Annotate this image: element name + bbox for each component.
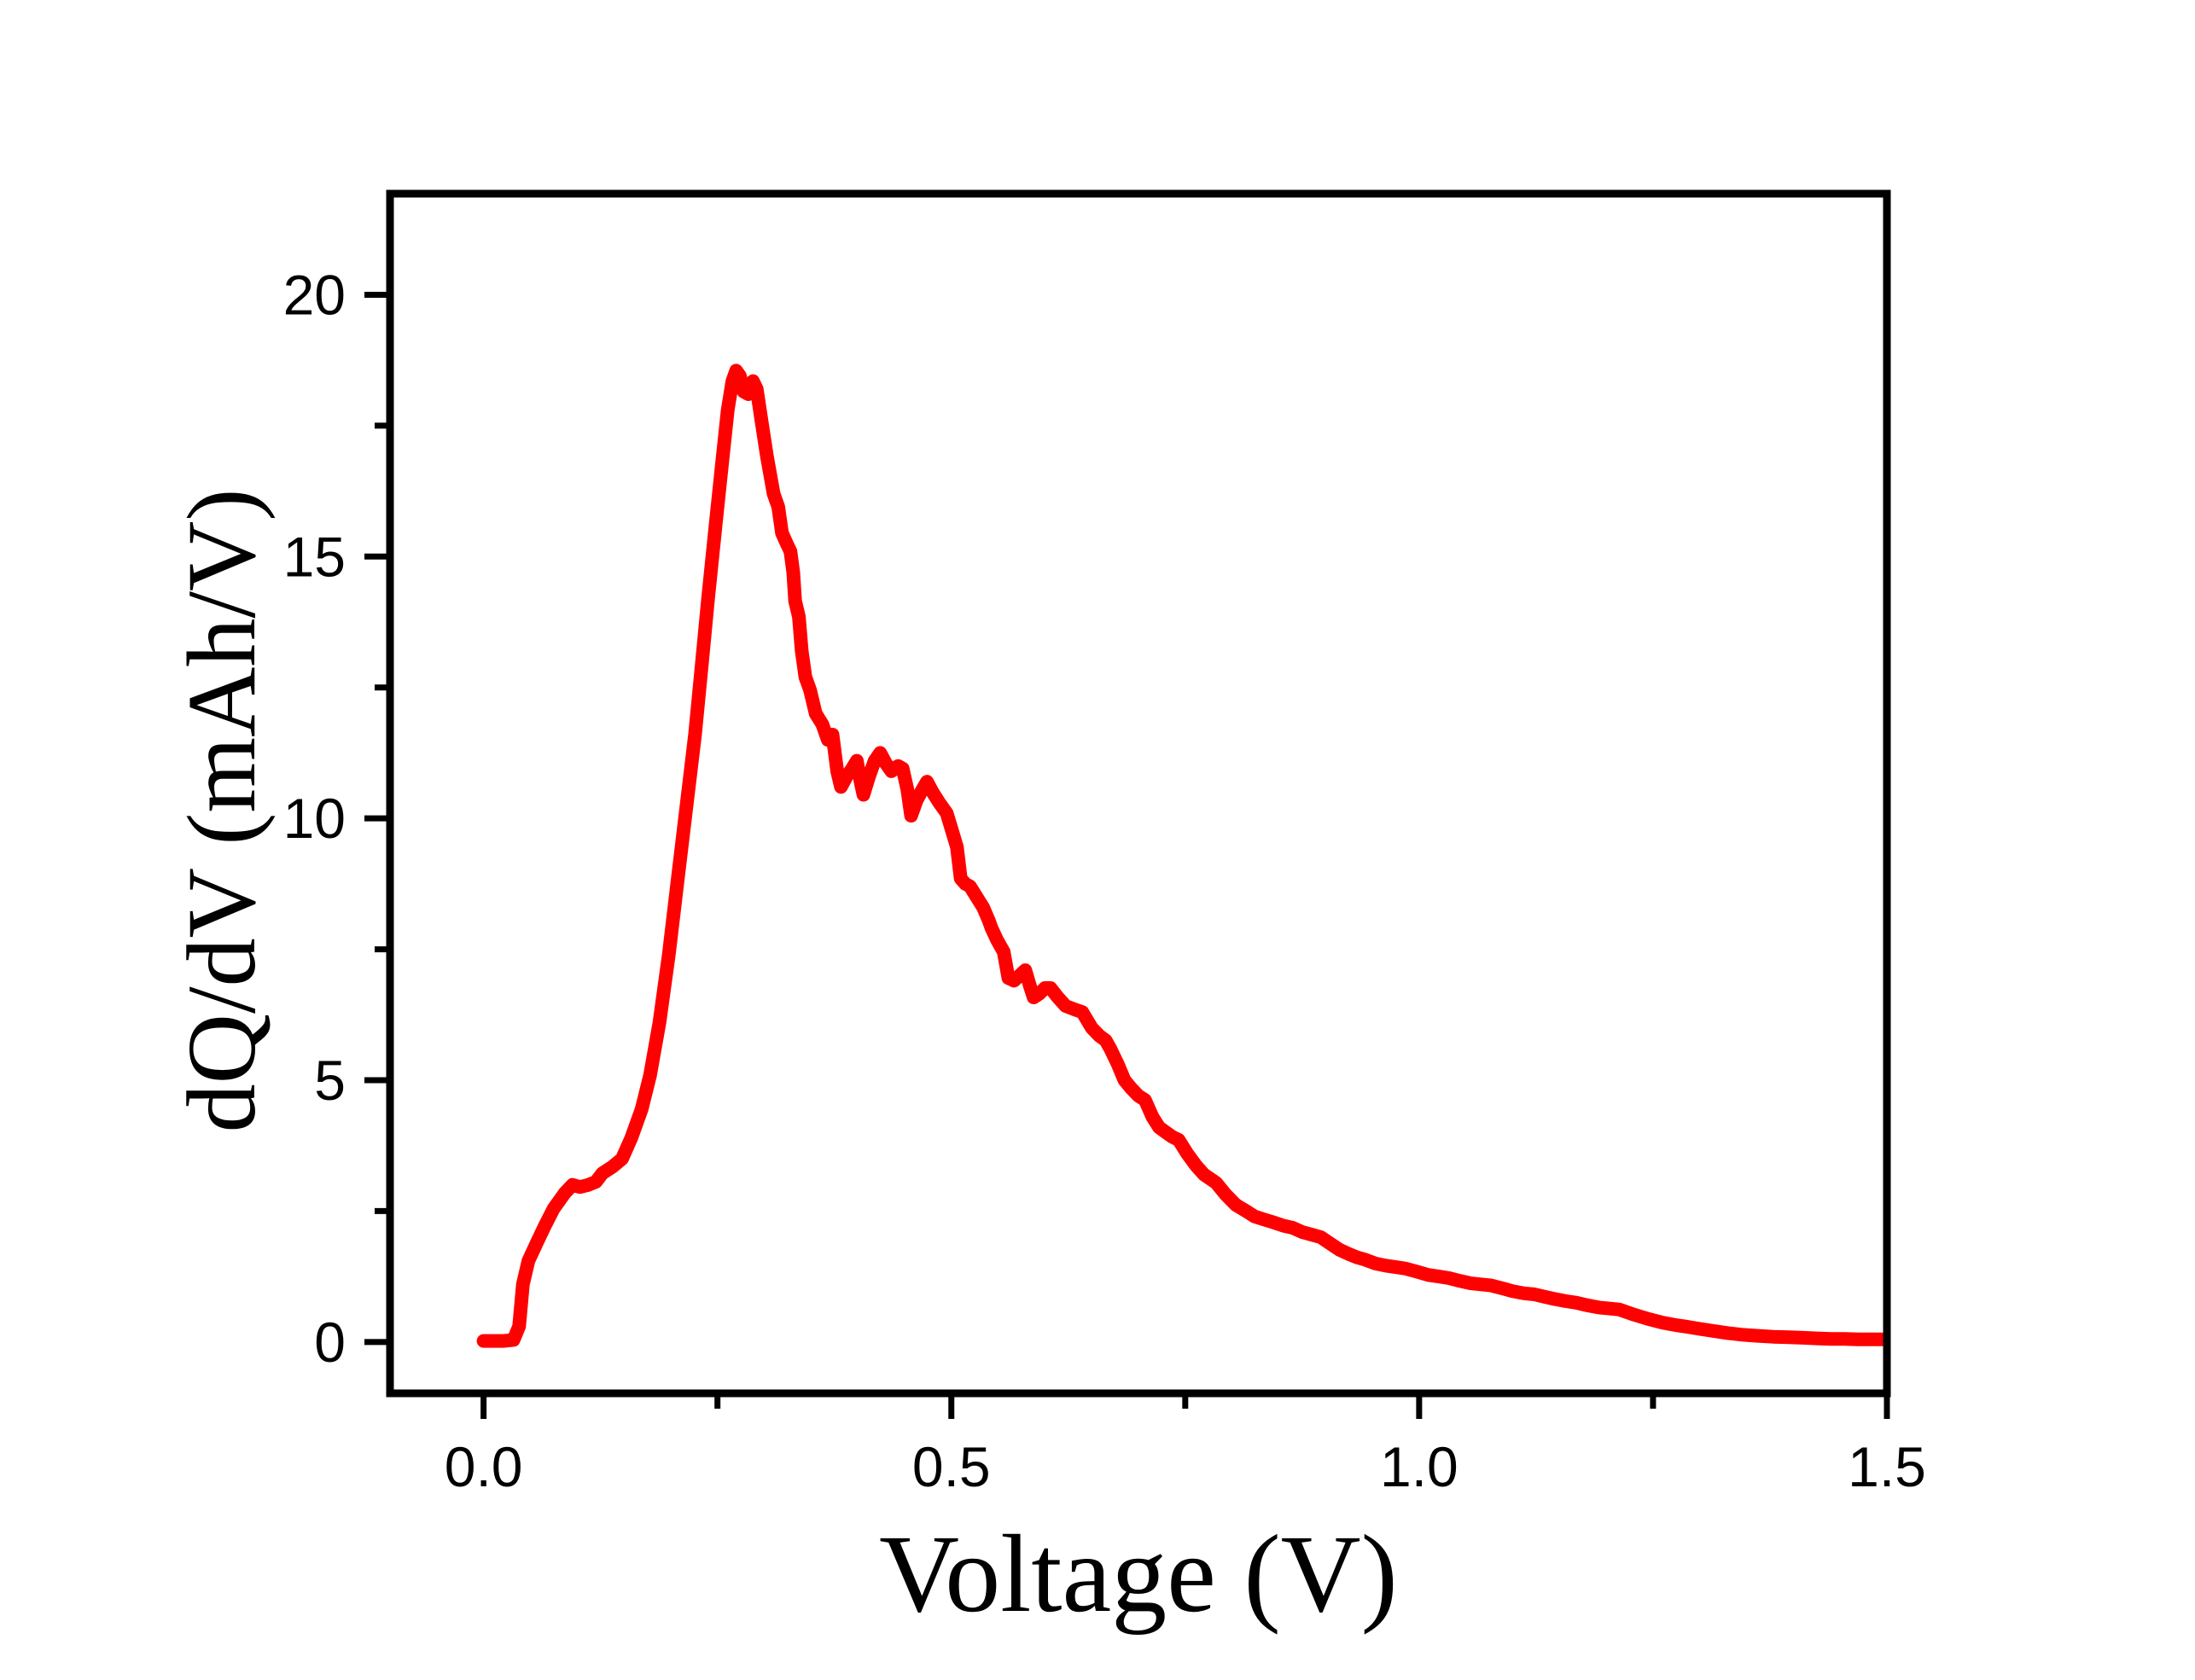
data-curve-dqdv <box>476 363 1889 1348</box>
x-axis-title: Voltage (V) <box>879 1513 1398 1636</box>
y-tick-label: 5 <box>314 1049 346 1112</box>
x-tick-label: 0.5 <box>912 1435 991 1498</box>
y-axis-title: dQ/dV (mAh/V) <box>167 489 276 1133</box>
y-tick-label: 0 <box>314 1311 346 1374</box>
y-tick-label: 15 <box>283 525 346 588</box>
y-tick-label: 20 <box>283 263 346 326</box>
x-tick-label: 0.0 <box>445 1435 523 1498</box>
plot-frame <box>386 189 1891 1398</box>
x-tick-label: 1.5 <box>1848 1435 1926 1498</box>
y-tick-label: 10 <box>283 787 346 850</box>
x-tick-label: 1.0 <box>1380 1435 1458 1498</box>
